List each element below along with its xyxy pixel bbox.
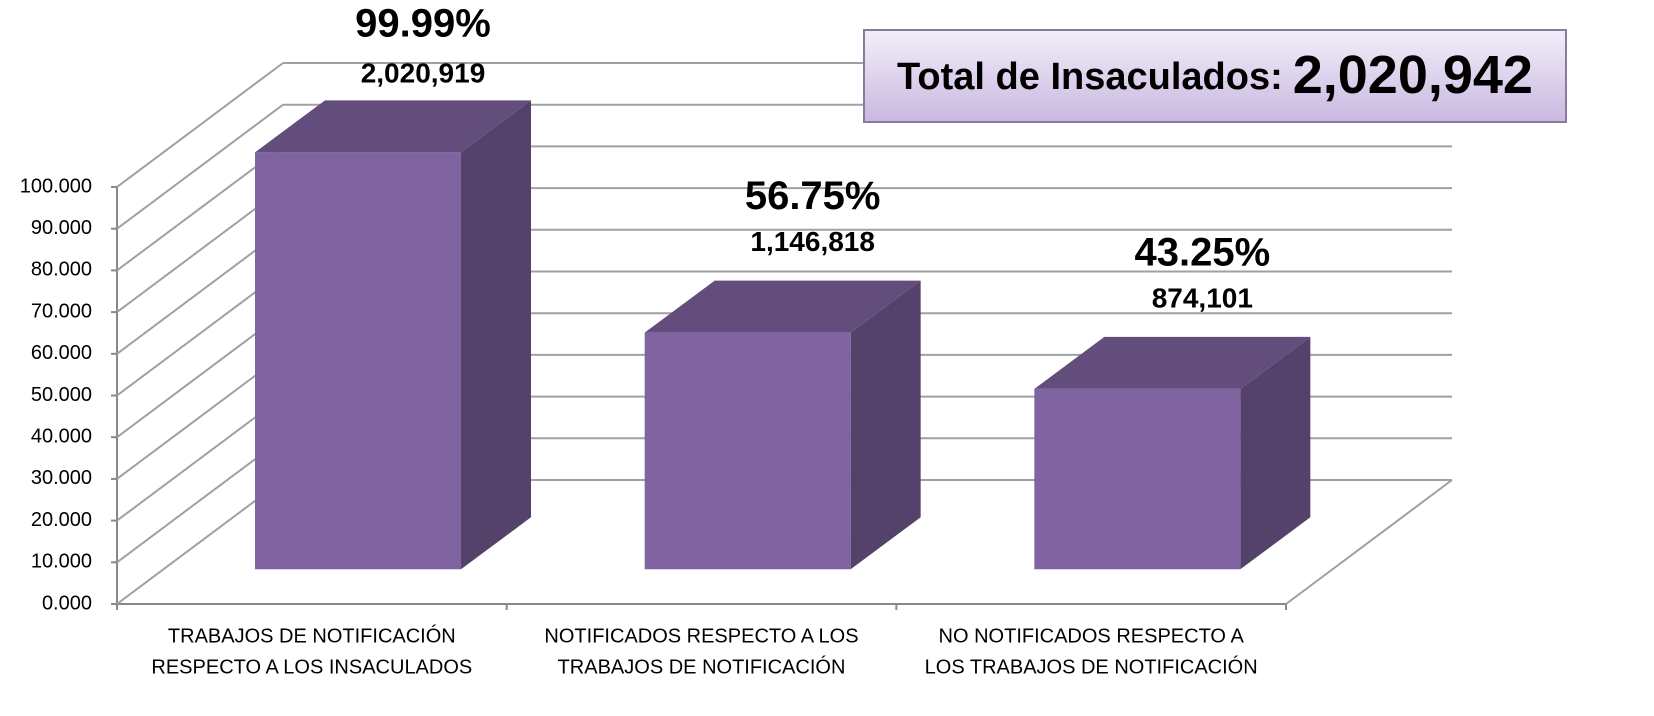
- bar-top: [255, 100, 531, 153]
- x-tick-label: LOS TRABAJOS DE NOTIFICACIÓN: [925, 655, 1258, 678]
- total-label: Total de Insaculados:: [897, 56, 1283, 98]
- bar-top: [1034, 336, 1311, 389]
- grid-line: [116, 62, 284, 188]
- bar-side: [850, 280, 921, 570]
- x-tick-label: NOTIFICADOS RESPECTO A LOS: [544, 625, 858, 647]
- y-tick-label: 20.000: [31, 509, 92, 531]
- y-tick-label: 60.000: [31, 342, 92, 364]
- count-label: 874,101: [1152, 282, 1253, 313]
- bar: [255, 152, 461, 570]
- total-box: [863, 29, 1567, 123]
- total-value: 2,020,942: [1293, 45, 1533, 105]
- y-tick-label: 30.000: [31, 467, 92, 489]
- bar-side: [1240, 336, 1311, 570]
- value-label: 56.75%: [745, 174, 881, 218]
- x-tick-label: RESPECTO A LOS INSACULADOS: [151, 656, 472, 678]
- grid-line: [116, 103, 284, 230]
- x-tick-label: TRABAJOS DE NOTIFICACIÓN: [558, 655, 846, 678]
- y-tick-label: 40.000: [31, 425, 92, 447]
- y-tick-label: 90.000: [31, 217, 92, 239]
- count-label: 1,146,818: [750, 226, 875, 257]
- floor-edge: [1285, 479, 1453, 605]
- y-tick-label: 10.000: [31, 551, 92, 573]
- y-tick-label: 0.000: [42, 592, 92, 614]
- count-label: 2,020,919: [361, 57, 486, 88]
- bar-top: [644, 280, 921, 333]
- value-label: 99.99%: [355, 2, 491, 46]
- bar: [1034, 388, 1241, 570]
- y-tick-label: 50.000: [31, 384, 92, 406]
- plot: 0.000 10.000 20.000 30.000 40.000 50.000 60.00…: [20, 2, 1453, 678]
- y-tick-label: 100.000: [20, 175, 92, 197]
- y-tick-label: 80.000: [31, 259, 92, 281]
- x-tick-label: NO NOTIFICADOS RESPECTO A: [939, 625, 1245, 647]
- bar: [644, 332, 851, 570]
- bar-side: [461, 100, 531, 570]
- y-tick-label: 70.000: [31, 300, 92, 322]
- total: Total de Insaculados: 2,020,942: [897, 45, 1533, 105]
- value-label: 43.25%: [1134, 230, 1270, 274]
- x-tick-label: TRABAJOS DE NOTIFICACIÓN: [168, 624, 456, 647]
